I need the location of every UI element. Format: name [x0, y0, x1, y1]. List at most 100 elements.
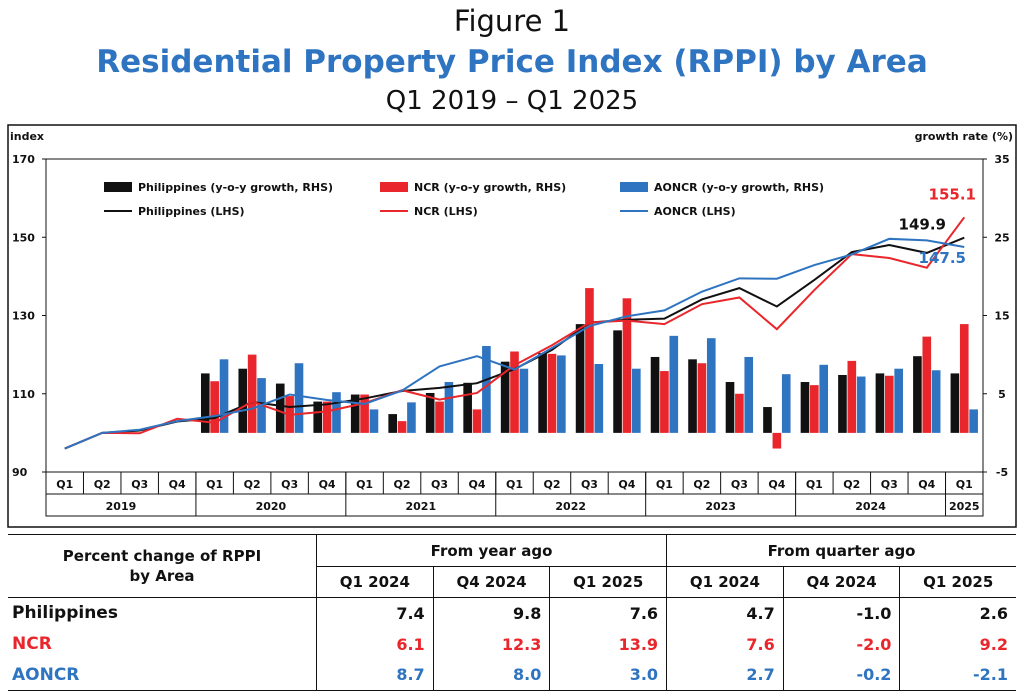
quarter-tick-label: Q2 [543, 478, 560, 491]
table-cell: 9.2 [899, 628, 1016, 660]
bar-ncr [847, 360, 857, 433]
bar-aoncr [931, 370, 941, 433]
bar-philippines [950, 373, 960, 433]
bar-aoncr [669, 335, 679, 433]
right-tick-label: 25 [994, 231, 1009, 244]
bar-aoncr [969, 409, 978, 433]
year-tick-label: 2019 [106, 500, 137, 513]
legend-label: NCR (LHS) [414, 205, 478, 218]
quarter-tick-label: Q1 [506, 478, 523, 491]
row-label-aoncr: AONCR [8, 659, 317, 691]
col-header: Q1 2024 [316, 566, 434, 598]
table-cell: 12.3 [432, 628, 550, 660]
bar-aoncr [557, 355, 566, 433]
col-header: Q1 2025 [549, 566, 668, 598]
left-tick-label: 90 [12, 466, 28, 479]
bar-ncr [322, 401, 332, 433]
table-stub-header: Percent change of RPPI by Area [8, 534, 317, 598]
year-tick-label: 2022 [555, 500, 586, 513]
quarter-tick-label: Q4 [918, 478, 935, 491]
bar-aoncr [894, 368, 903, 433]
bar-philippines [763, 407, 772, 433]
table-cell: 2.6 [899, 597, 1016, 629]
bar-philippines [575, 324, 585, 433]
bar-aoncr [369, 409, 379, 433]
year-tick-label: 2023 [705, 500, 736, 513]
bar-philippines [838, 374, 847, 433]
table-cell: 7.6 [666, 628, 784, 660]
quarter-tick-label: Q4 [469, 478, 486, 491]
quarter-tick-label: Q1 [656, 478, 673, 491]
legend-label: Philippines (y-o-y growth, RHS) [138, 181, 333, 194]
bar-aoncr [407, 402, 416, 433]
bar-philippines [200, 373, 210, 433]
bar-ncr [959, 324, 969, 433]
bar-aoncr [744, 356, 754, 433]
data-label-ncr: 155.1 [929, 185, 976, 203]
left-axis-label: index [10, 130, 44, 143]
bar-ncr [585, 288, 594, 433]
year-tick-label: 2024 [855, 500, 886, 513]
table-row: Philippines 7.4 9.8 7.6 4.7 -1.0 2.6 [8, 597, 1016, 629]
quarter-tick-label: Q1 [206, 478, 223, 491]
left-tick-label: 170 [12, 153, 35, 166]
bar-philippines [913, 356, 922, 433]
quarter-tick-label: Q1 [356, 478, 373, 491]
col-header: Q1 2024 [666, 566, 784, 598]
bar-aoncr [819, 364, 829, 433]
chart-subtitle: Q1 2019 – Q1 2025 [385, 86, 639, 116]
quarter-tick-label: Q2 [394, 478, 411, 491]
col-header: Q4 2024 [432, 566, 551, 598]
bar-philippines [650, 356, 660, 433]
chart-title: Residential Property Price Index (RPPI) … [96, 44, 928, 80]
quarter-tick-label: Q1 [956, 478, 973, 491]
table-cell: 8.7 [316, 659, 434, 691]
right-tick-label: 5 [998, 388, 1006, 401]
bar-philippines [350, 394, 360, 433]
bar-aoncr [482, 346, 491, 433]
bar-philippines [725, 382, 735, 433]
bar-philippines [613, 330, 622, 433]
bar-ncr [772, 432, 782, 449]
legend-label: Philippines (LHS) [138, 205, 245, 218]
bar-philippines [875, 373, 885, 433]
year-tick-label: 2021 [405, 500, 436, 513]
bar-aoncr [856, 376, 866, 433]
legend-swatch-philippines-bar [104, 182, 132, 192]
table-cell: -2.1 [899, 659, 1016, 691]
quarter-tick-label: Q2 [244, 478, 261, 491]
table-cell: 7.4 [316, 597, 434, 629]
bar-philippines [275, 383, 285, 433]
table-cell: 13.9 [549, 628, 667, 660]
bar-philippines [800, 382, 810, 433]
bar-ncr [622, 298, 632, 433]
bar-ncr [510, 351, 519, 433]
table-cell: -0.2 [782, 659, 900, 691]
plot-area [45, 158, 984, 517]
right-tick-label: 35 [994, 153, 1009, 166]
bar-philippines [313, 401, 323, 433]
quarter-tick-label: Q4 [768, 478, 785, 491]
bar-ncr [210, 381, 219, 433]
quarter-tick-label: Q2 [843, 478, 860, 491]
data-label-philippines: 149.9 [899, 216, 946, 234]
row-label-ncr: NCR [12, 634, 52, 654]
bar-aoncr [781, 374, 791, 433]
quarter-tick-label: Q4 [169, 478, 186, 491]
bar-aoncr [631, 368, 641, 433]
bar-aoncr [519, 368, 529, 433]
quarter-tick-label: Q1 [56, 478, 73, 491]
left-tick-label: 130 [12, 310, 35, 323]
stub-header-line2: by Area [129, 567, 195, 585]
table-cell: 2.7 [666, 659, 784, 691]
quarter-tick-label: Q3 [131, 478, 148, 491]
bar-philippines [688, 359, 697, 433]
figure-label: Figure 1 [453, 4, 571, 38]
bar-aoncr [706, 338, 716, 433]
bar-ncr [697, 363, 707, 433]
year-tick-label: 2025 [949, 500, 980, 513]
col-header: Q1 2025 [899, 566, 1016, 598]
group-header-quarter: From quarter ago [666, 534, 1016, 567]
legend-swatch-ncr-bar [380, 182, 408, 192]
bar-ncr [397, 421, 407, 433]
